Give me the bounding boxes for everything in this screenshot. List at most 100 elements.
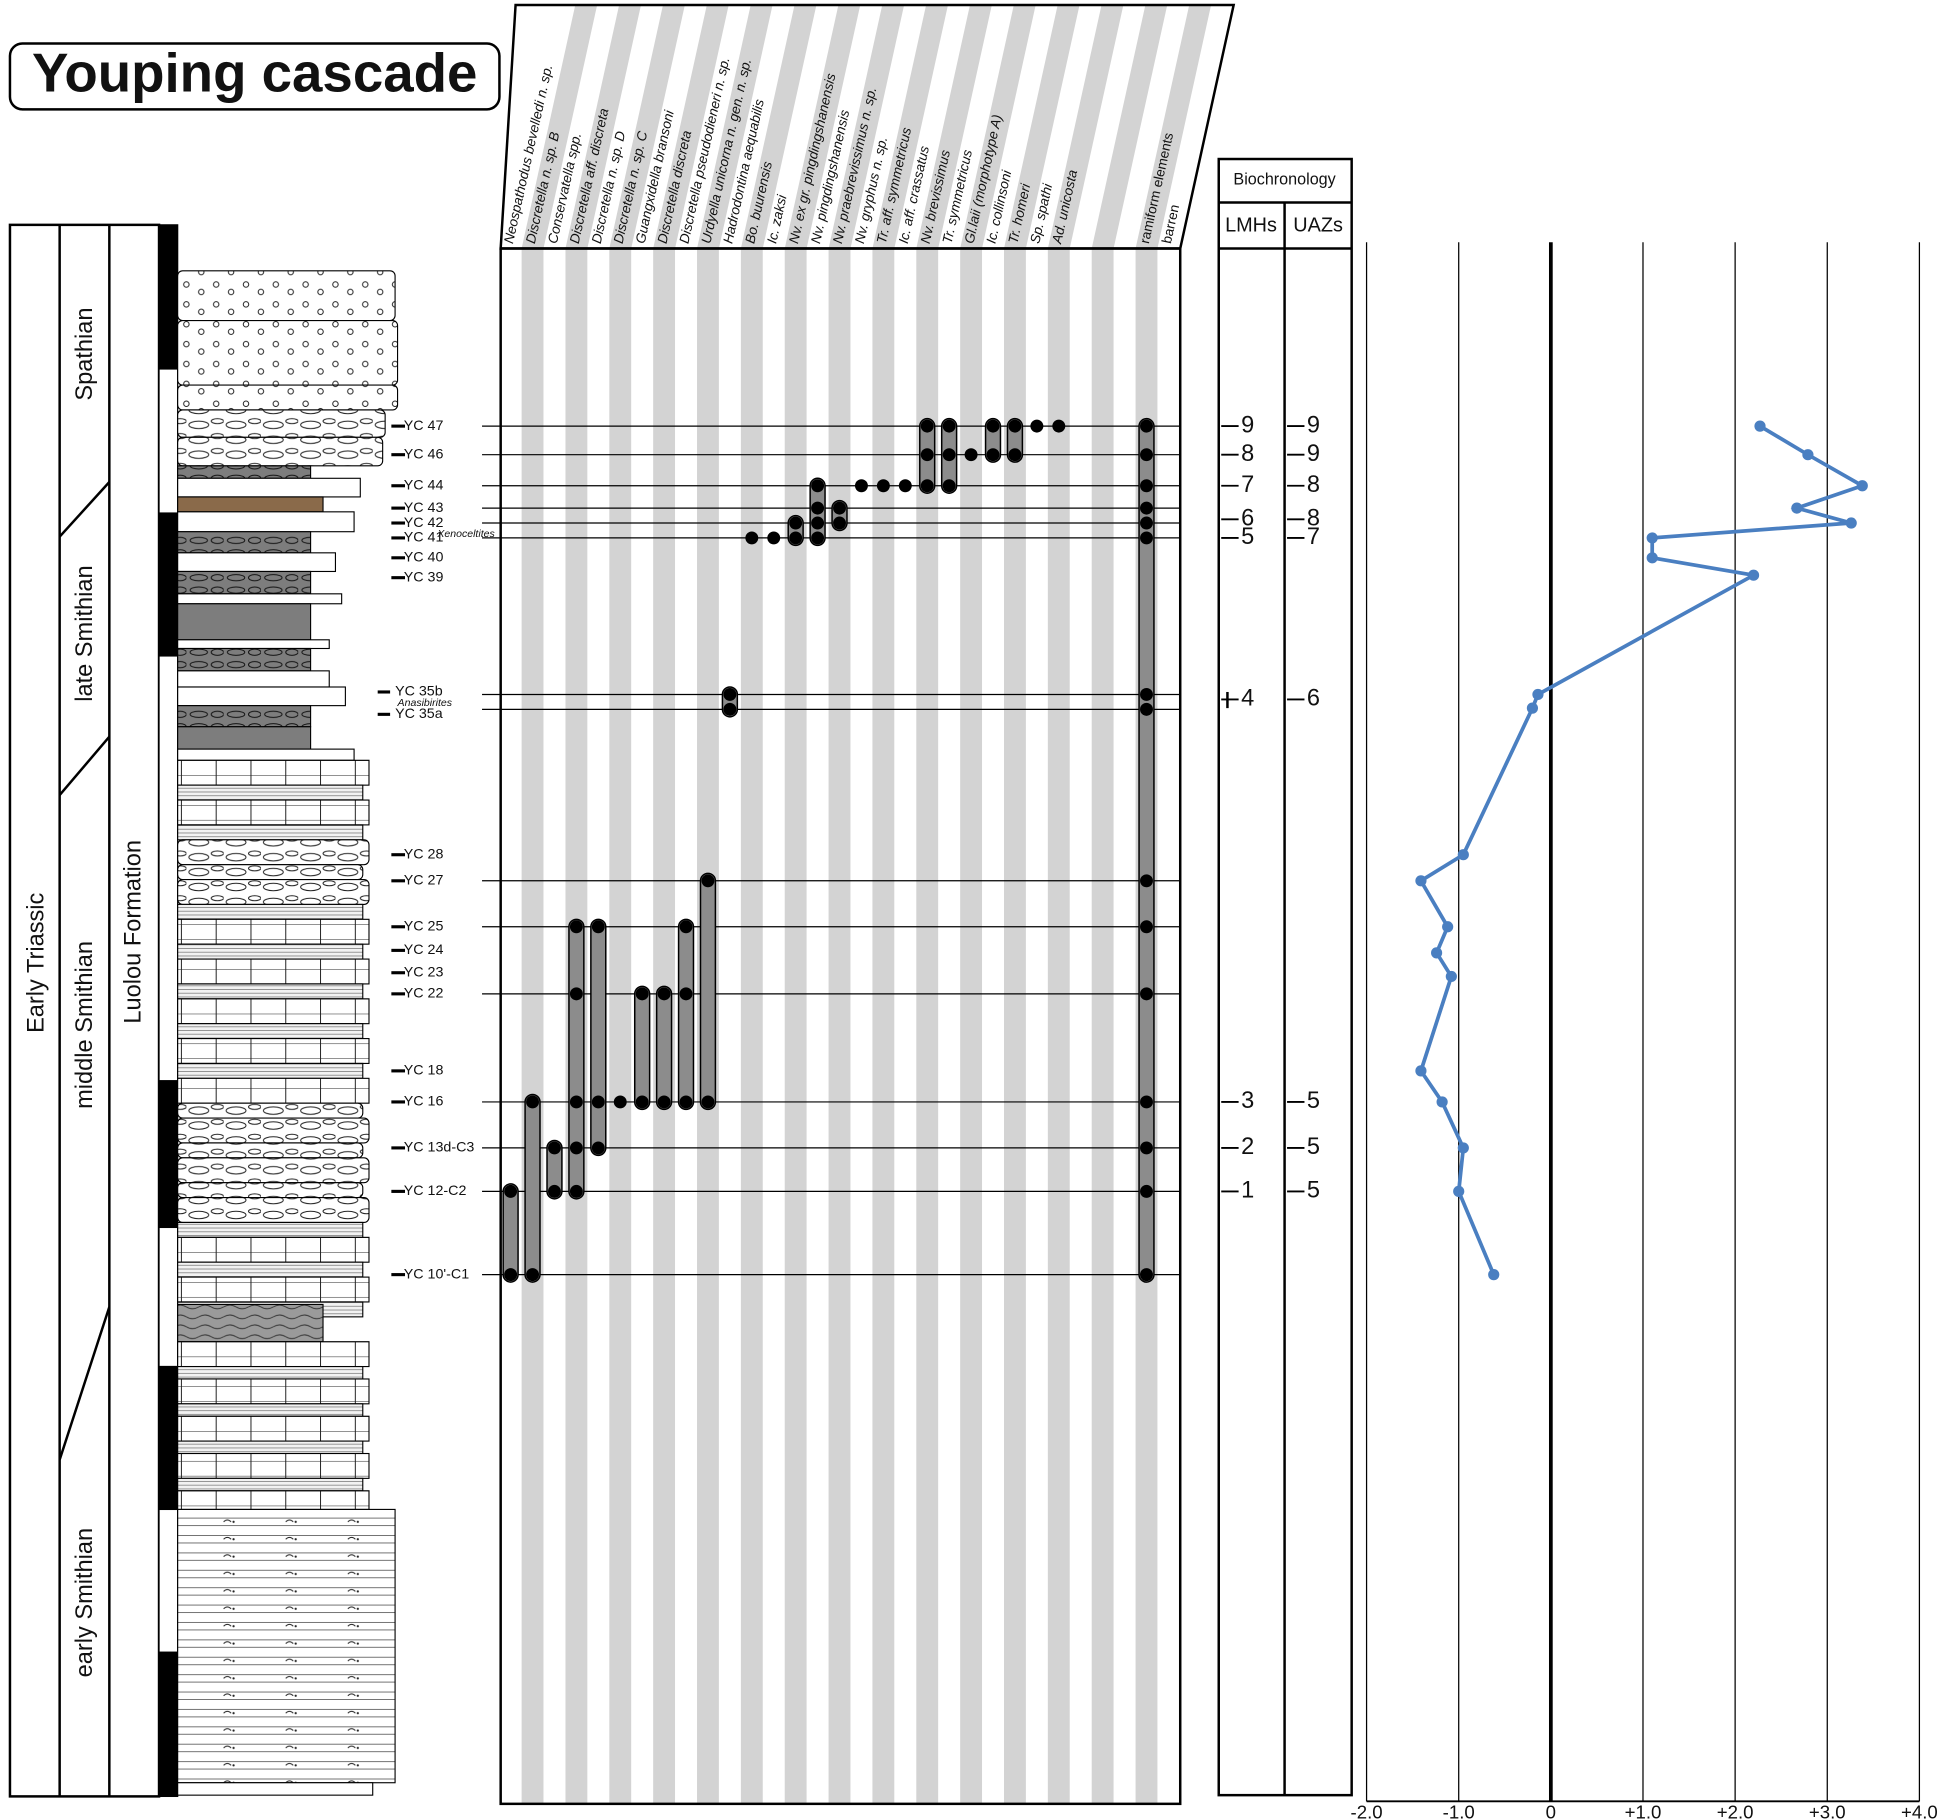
sample-label: YC 42 — [404, 515, 444, 531]
stripe — [1091, 4, 1168, 249]
bed — [177, 839, 370, 866]
bed — [177, 477, 361, 498]
range-bar — [677, 918, 695, 1111]
range-bar — [568, 918, 585, 1200]
occurrence-dot — [920, 419, 934, 433]
bed — [177, 784, 364, 801]
occurrence-dot — [1140, 1268, 1153, 1282]
bed — [177, 1142, 364, 1159]
lithology — [177, 270, 399, 1796]
range-bar — [524, 1093, 541, 1283]
range-bar — [546, 1139, 563, 1200]
occurrence-dot — [986, 419, 1000, 433]
occurrence-dot — [1140, 448, 1153, 462]
sample-label: YC 40 — [404, 550, 444, 566]
bed — [177, 1117, 370, 1144]
bed — [177, 1077, 370, 1104]
sample-label: YC 43 — [404, 500, 444, 516]
occurrence-dot — [526, 1268, 540, 1282]
range-bar — [633, 985, 651, 1111]
occurrence-dot — [1052, 419, 1066, 433]
sample-label: YC 46 — [404, 446, 444, 462]
occurrence-dot — [1140, 516, 1153, 530]
stripe — [521, 4, 598, 249]
stripe — [784, 248, 807, 1804]
bed — [177, 1782, 374, 1796]
stripe — [609, 248, 632, 1804]
sample-label: YC 44 — [404, 478, 444, 494]
sample-label: YC 12-C2 — [404, 1183, 467, 1199]
occurrence-dot — [504, 1184, 518, 1198]
bed — [177, 384, 399, 411]
occurrence-dot — [591, 1141, 605, 1155]
bed — [177, 1508, 396, 1784]
occurrence-dot — [1140, 702, 1153, 716]
x-tick-label: +3.0 — [1809, 1802, 1846, 1820]
isotope-point — [1845, 517, 1857, 529]
uaz-value: 5 — [1307, 1134, 1320, 1160]
x-tick-label: +1.0 — [1625, 1802, 1662, 1820]
sample-label: YC 23 — [404, 965, 444, 981]
occurrence-dot — [833, 501, 846, 515]
occurrence-dot — [1030, 419, 1044, 433]
bed — [177, 409, 386, 438]
bed — [177, 1182, 364, 1199]
column-header: LMHs — [1225, 214, 1277, 236]
occurrence-dot — [986, 448, 1000, 462]
sample-label: YC 16 — [404, 1094, 444, 1110]
bed — [177, 319, 399, 386]
stripe — [521, 248, 544, 1804]
stage-label: Spathian — [72, 307, 98, 400]
bed — [177, 1197, 370, 1224]
stripe — [784, 4, 861, 249]
x-tick-label: 0 — [1546, 1802, 1556, 1820]
occurrence-dot — [635, 987, 649, 1001]
occurrence-dot — [1140, 501, 1153, 515]
stripe — [1004, 248, 1026, 1804]
occurrence-dot — [591, 1095, 605, 1109]
isotope-point — [1415, 875, 1427, 887]
uaz-value: 9 — [1307, 412, 1320, 438]
x-tick-label: -1.0 — [1443, 1802, 1475, 1820]
uaz-value: 7 — [1307, 524, 1320, 550]
occurrence-dot — [569, 1184, 583, 1198]
occurrence-dot — [1140, 531, 1153, 545]
occurrence-dot — [920, 479, 934, 493]
bed — [177, 1490, 370, 1510]
bed — [177, 496, 324, 513]
range-bar — [699, 872, 717, 1111]
bed — [177, 864, 364, 881]
occurrence-dot — [876, 479, 890, 493]
bed — [177, 1038, 370, 1064]
occurrence-dot — [789, 516, 803, 530]
lmh-value: 8 — [1241, 441, 1254, 467]
isotope-point — [1431, 947, 1443, 959]
stripe — [916, 4, 992, 249]
title: Youping cascade — [32, 42, 477, 103]
occurrence-dot — [1140, 1095, 1153, 1109]
biochronology-title: Biochronology — [1233, 170, 1336, 188]
title-box — [8, 42, 501, 111]
polarity-bar — [158, 224, 179, 1798]
stage-label: middle Smithian — [72, 941, 98, 1109]
polarity-zone — [158, 1365, 179, 1511]
occurrence-dot — [723, 702, 737, 716]
isotope-point — [1532, 688, 1544, 701]
bed — [177, 552, 337, 573]
strat-column — [8, 223, 161, 1798]
stripe — [1047, 4, 1124, 249]
occurrence-dot — [679, 987, 693, 1001]
polarity-zone — [158, 1508, 179, 1653]
bed — [177, 570, 312, 595]
occurrence-dot — [811, 501, 825, 515]
polarity-zone — [158, 1080, 179, 1229]
occurrence-dot — [679, 1095, 693, 1109]
uaz-value: 5 — [1307, 1088, 1320, 1114]
polarity-zone — [158, 1651, 179, 1798]
lmh-value: 3 — [1241, 1088, 1254, 1114]
occurrence-dot — [811, 516, 825, 530]
stripe — [828, 248, 851, 1804]
occurrence-dot — [569, 987, 583, 1001]
bed — [177, 1236, 370, 1263]
